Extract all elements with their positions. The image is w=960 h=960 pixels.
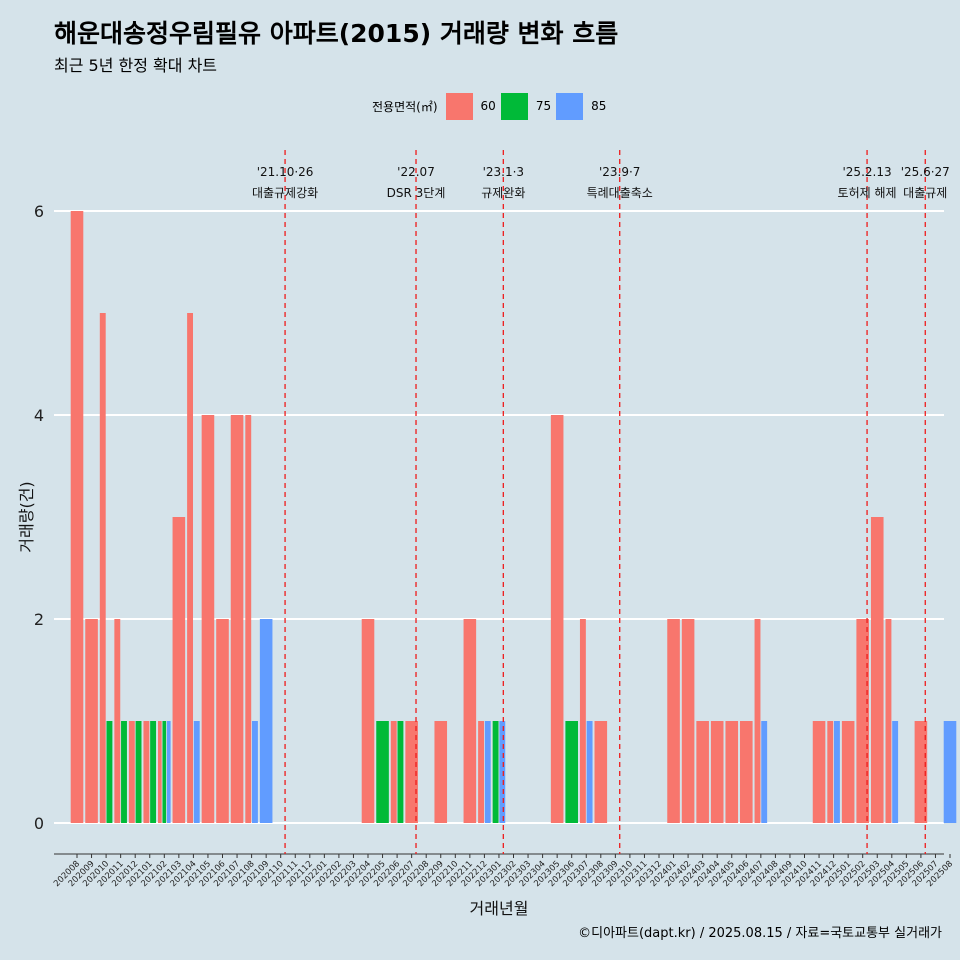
legend-label-85: 85 [591, 99, 607, 113]
bar-85-202508 [943, 721, 957, 823]
bar-60-202504 [885, 619, 892, 823]
event-label-202301: 규제완화 [481, 186, 525, 200]
event-label-202207: DSR 3단계 [387, 186, 446, 200]
legend-item-85: 85 [556, 92, 607, 120]
event-date-202506: '25.6·27 [901, 165, 950, 179]
bar-60-202012 [128, 721, 135, 823]
bar-60-202502 [856, 619, 869, 823]
bar-60-202401 [667, 619, 680, 823]
bar-60-202305 [550, 415, 564, 823]
bar-85-202109 [259, 619, 273, 823]
bar-60-202009 [85, 619, 98, 823]
legend-key-60 [445, 92, 473, 120]
x-axis-title: 거래년월 [470, 899, 529, 918]
bar-60-202404 [710, 721, 724, 823]
bar-85-202212 [484, 721, 491, 823]
chart-title: 해운대송정우림필유 아파트(2015) 거래량 변화 흐름 [54, 19, 619, 48]
bar-60-202411 [812, 721, 826, 823]
bar-60-202212 [478, 721, 484, 823]
y-tick-label: 0 [34, 814, 44, 833]
legend: 전용면적(㎡) 60 75 85 [372, 92, 611, 120]
bar-75-202012 [135, 721, 142, 823]
chart-subtitle: 최근 5년 한정 확대 차트 [54, 56, 218, 75]
bar-75-202206 [397, 721, 404, 823]
y-tick-label: 2 [34, 610, 44, 629]
bar-75-202101 [150, 721, 157, 823]
bar-60-202206 [390, 721, 397, 823]
bar-85-202504 [892, 721, 899, 823]
bar-75-202205 [376, 721, 389, 823]
bar-60-202008 [70, 211, 84, 823]
bar-60-202503 [870, 517, 884, 823]
bar-60-202108 [245, 415, 252, 823]
bar-60-202103 [172, 517, 186, 823]
legend-key-75 [500, 92, 528, 120]
bar-85-202108 [252, 721, 258, 823]
event-date-202502: '25.2.13 [843, 165, 892, 179]
bar-85-202407 [761, 721, 768, 823]
bar-60-202403 [696, 721, 709, 823]
legend-label-75: 75 [535, 99, 552, 113]
bar-85-202301 [499, 721, 506, 823]
bar-60-202211 [463, 619, 477, 823]
bar-60-202407 [754, 619, 761, 823]
legend-item-75: 75 [500, 92, 552, 120]
event-label-202502: 토허제 해제 [838, 186, 897, 200]
legend-label-60: 60 [480, 99, 496, 113]
bar-75-202301 [492, 721, 499, 823]
bar-60-202501 [841, 721, 855, 823]
bar-85-202102 [166, 721, 171, 823]
bar-60-202412 [827, 721, 834, 823]
bar-60-202207 [405, 721, 418, 823]
event-label-202309: 특례대출축소 [587, 186, 653, 200]
bar-60-202506 [914, 721, 928, 823]
event-label-202506: 대출규제 [903, 186, 947, 200]
event-label-202110: 대출규제강화 [252, 186, 318, 200]
bar-85-202104 [193, 721, 200, 823]
bar-60-202405 [725, 721, 739, 823]
y-axis-title: 거래량(건) [17, 481, 36, 552]
bar-60-202406 [740, 721, 753, 823]
bar-60-202204 [361, 619, 375, 823]
legend-item-60: 60 [445, 92, 496, 120]
bar-60-202011 [114, 619, 121, 823]
bar-60-202102 [158, 721, 162, 823]
bar-60-202104 [187, 313, 193, 823]
bar-85-202412 [834, 721, 840, 823]
event-date-202309: '23.9·7 [599, 165, 640, 179]
y-tick-label: 6 [34, 202, 44, 221]
bar-60-202209 [434, 721, 448, 823]
event-date-202301: '23.1·3 [483, 165, 524, 179]
y-tick-label: 4 [34, 406, 44, 425]
legend-title: 전용면적(㎡) [372, 99, 438, 114]
bar-60-202010 [99, 313, 106, 823]
bar-85-202307 [586, 721, 593, 823]
bar-75-202306 [565, 721, 578, 823]
event-date-202207: '22.07 [397, 165, 435, 179]
bar-75-202010 [106, 721, 113, 823]
bar-75-202102 [162, 721, 167, 823]
bar-60-202402 [681, 619, 695, 823]
legend-key-85 [556, 92, 584, 120]
bar-60-202308 [594, 721, 608, 823]
bar-60-202101 [143, 721, 150, 823]
source-caption: ©디아파트(dapt.kr) / 2025.08.15 / 자료=국토교통부 실… [578, 926, 942, 941]
bar-60-202307 [579, 619, 586, 823]
bar-60-202107 [230, 415, 244, 823]
bar-60-202106 [216, 619, 229, 823]
bar-75-202011 [121, 721, 127, 823]
event-date-202110: '21.10·26 [257, 165, 314, 179]
bar-60-202105 [201, 415, 215, 823]
